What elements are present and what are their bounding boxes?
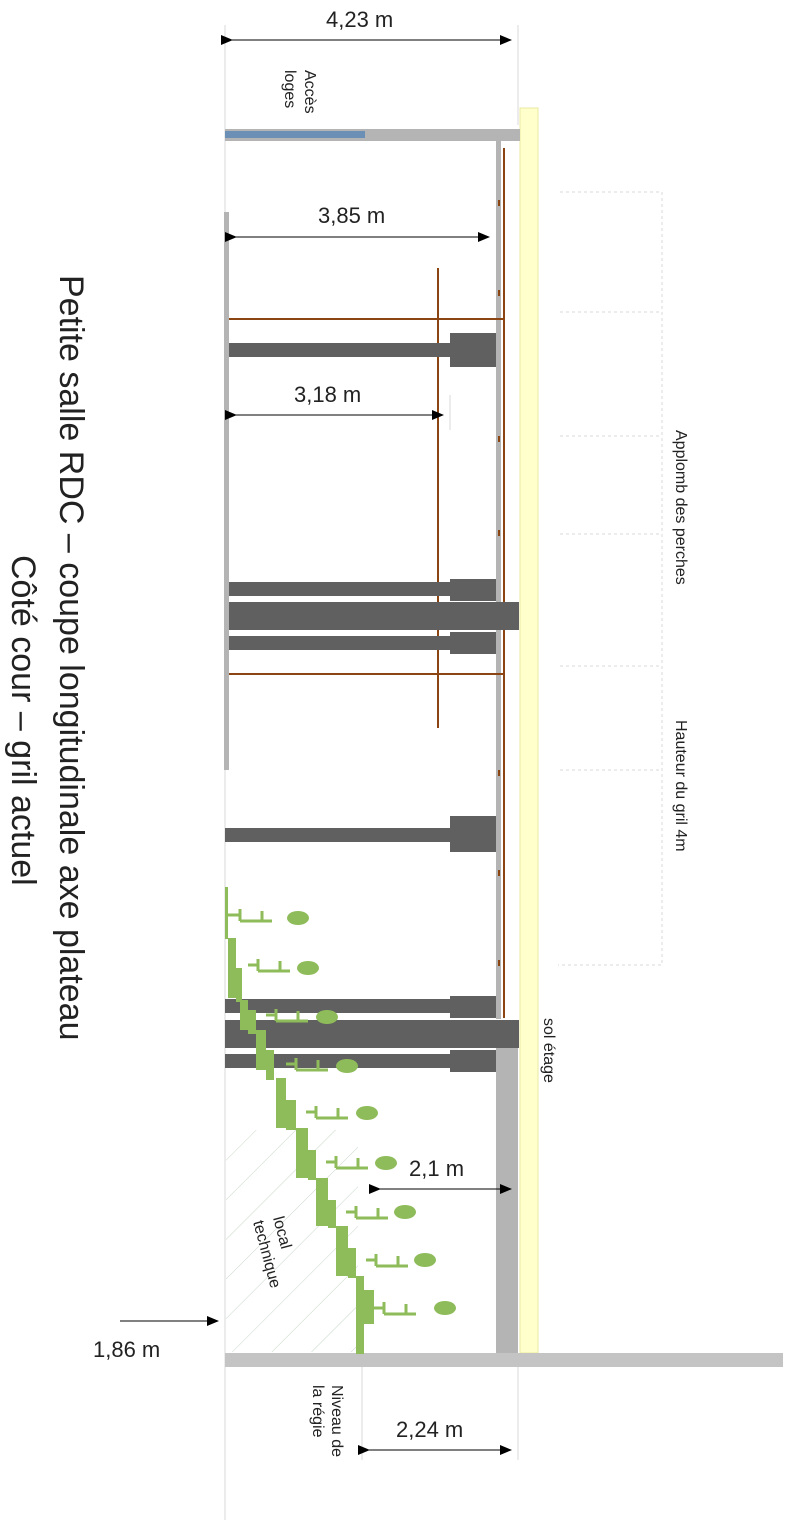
acces-label-line2: loges [281, 70, 298, 108]
sol-etage-label: sol étage [540, 1018, 557, 1083]
dim-mid-label: 3,18 m [294, 382, 361, 407]
left-thin-wall [224, 212, 229, 770]
perch-1 [229, 343, 451, 357]
dim-total-label: 4,23 m [326, 7, 393, 32]
perch-5-block [450, 816, 496, 852]
right-wall [496, 141, 501, 1019]
perch-2 [229, 582, 451, 596]
perch-6 [225, 999, 451, 1013]
title-line2: Côté cour – gril actuel [4, 555, 42, 886]
perch-5 [225, 828, 451, 842]
regie-label-line1: Niveau de [328, 1385, 345, 1457]
acces-label-line1: Accès [301, 70, 318, 114]
dim-level-label: 1,86 m [93, 1337, 160, 1362]
sol-etage-strip [519, 107, 539, 1354]
perch-beams [225, 333, 519, 1072]
dim-bottom-label: 2,24 m [396, 1417, 463, 1442]
rope-lines [229, 148, 505, 1018]
perch-1-block [450, 333, 496, 367]
floor-slab [225, 1353, 783, 1367]
regie-label-line2: la régie [309, 1385, 326, 1438]
perch-8 [225, 1054, 451, 1068]
right-wall-lower [496, 1046, 518, 1354]
seating-tiers [225, 887, 456, 1354]
perch-4 [229, 636, 451, 650]
perch-6-block [450, 996, 496, 1018]
perch-8-block [450, 1050, 496, 1072]
dim-lower-label: 2,1 m [409, 1156, 464, 1181]
perch-3 [229, 602, 519, 630]
perch-4-block [450, 632, 496, 654]
access-blue-bar [225, 131, 365, 138]
perch-7 [225, 1020, 519, 1048]
perch-2-block [450, 579, 496, 601]
aplomb-perches-label: Applomb des perches [672, 430, 689, 585]
title-line1: Petite salle RDC – coupe longitudinale a… [52, 275, 90, 1041]
aplomb-dashes [558, 191, 663, 966]
dimension-arrows [120, 35, 512, 1455]
dim-upper-label: 3,85 m [318, 203, 385, 228]
hauteur-gril-label: Hauteur du gril 4m [672, 720, 689, 852]
